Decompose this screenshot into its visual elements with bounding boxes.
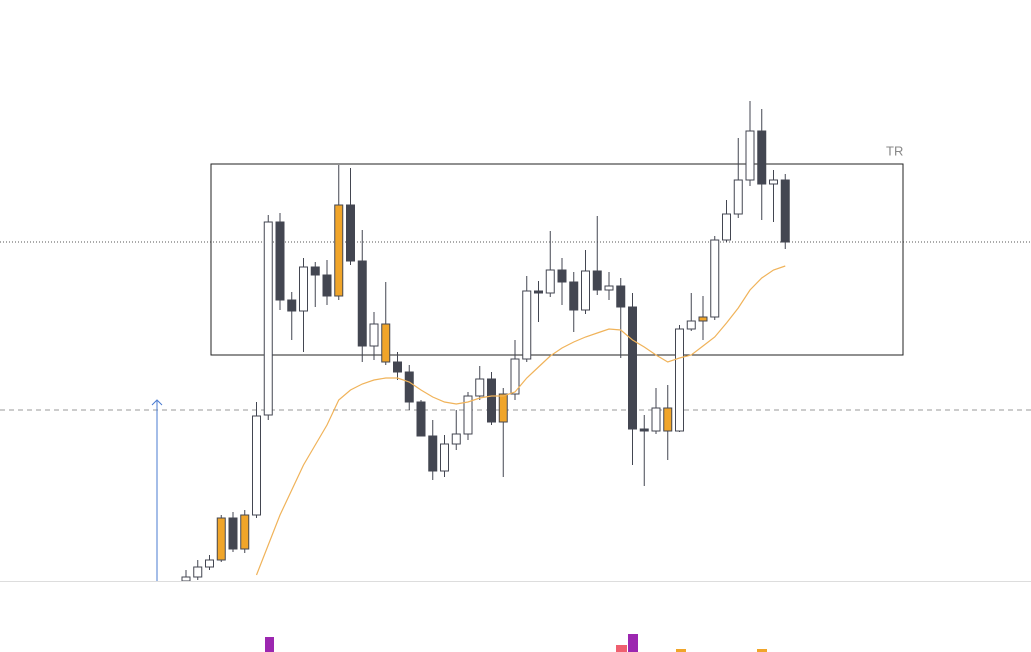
candle-body — [487, 378, 496, 423]
candle-body — [592, 270, 602, 291]
candle-body — [710, 239, 720, 318]
moving-average — [255, 265, 786, 576]
candle-body — [205, 559, 214, 568]
candle-body — [686, 320, 696, 330]
candle-body — [722, 213, 731, 241]
candle-body — [663, 407, 673, 432]
volume-bar — [676, 649, 686, 652]
candle-body — [545, 269, 555, 294]
candle-body — [334, 204, 344, 297]
candle-body — [193, 566, 203, 578]
volume-bar — [757, 649, 767, 652]
range-box — [210, 163, 904, 356]
candle-body — [757, 130, 767, 185]
candle-body — [475, 378, 485, 397]
candle-body — [404, 371, 414, 403]
candle-body — [451, 433, 461, 445]
candle-body — [616, 285, 626, 308]
arrow-head — [151, 399, 163, 406]
candle-body — [310, 266, 320, 276]
candle-body — [381, 323, 391, 363]
candle-body — [322, 274, 332, 297]
candle-body — [416, 401, 426, 437]
candle-body — [675, 328, 684, 432]
volume-bars — [265, 634, 767, 652]
candle-body — [263, 221, 273, 416]
candle-body — [228, 517, 238, 550]
plot — [181, 101, 790, 581]
candle-body — [581, 270, 590, 311]
candle-body — [428, 435, 438, 472]
candle-body — [463, 395, 473, 435]
volume-bar — [265, 637, 274, 652]
candle-body — [369, 323, 379, 347]
candle-body — [569, 281, 579, 311]
candle-body — [275, 221, 285, 301]
candle-body — [639, 428, 649, 432]
candle-body — [769, 179, 778, 185]
candle-body — [216, 517, 226, 561]
candle-body — [181, 576, 191, 581]
candle-body — [733, 179, 743, 215]
range-label: TR — [886, 143, 903, 158]
candle-body — [346, 204, 355, 262]
volume-bar — [616, 645, 627, 652]
candle-body — [357, 260, 367, 347]
candle-body — [745, 130, 755, 181]
volume-bar — [628, 634, 638, 652]
candle-body — [510, 358, 520, 395]
candle-body — [440, 443, 449, 472]
candle-body — [628, 306, 637, 430]
candle-body — [522, 290, 532, 360]
candle-body — [534, 290, 543, 294]
candle-body — [604, 285, 614, 291]
candle-body — [698, 316, 708, 322]
candle-body — [651, 407, 661, 432]
candle-body — [498, 393, 508, 423]
candle-body — [240, 514, 250, 550]
candle-body — [287, 299, 297, 312]
candle-body — [393, 361, 402, 373]
candle-body — [780, 179, 790, 243]
candle-body — [557, 269, 567, 283]
candle-body — [252, 415, 261, 516]
candle-body — [299, 266, 308, 312]
